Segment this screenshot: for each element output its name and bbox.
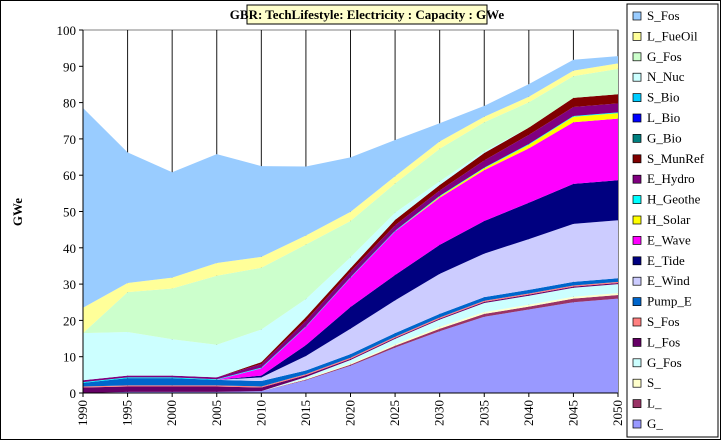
legend-swatch	[632, 195, 642, 204]
y-tick-label: 20	[63, 313, 76, 328]
y-tick-label: 80	[63, 96, 76, 111]
x-tick-label: 2015	[298, 400, 313, 426]
legend-label: G_Fos	[647, 49, 682, 64]
legend-label: H_Solar	[647, 212, 691, 227]
x-tick-label: 2000	[164, 400, 179, 426]
legend-label: E_Wind	[647, 273, 690, 288]
y-tick-label: 100	[57, 23, 77, 38]
legend-label: S_MunRef	[647, 151, 705, 166]
legend-swatch	[632, 236, 642, 245]
x-tick-label: 2025	[387, 400, 402, 426]
legend-swatch	[632, 378, 642, 388]
legend-label: G_Bio	[647, 130, 682, 145]
x-tick-label: 1990	[75, 400, 90, 426]
y-tick-label: 70	[63, 132, 76, 147]
legend-label: E_Wave	[647, 232, 691, 247]
y-tick-label: 0	[70, 386, 77, 401]
legend-swatch	[632, 32, 642, 41]
y-tick-label: 50	[63, 205, 76, 220]
legend-swatch	[632, 215, 642, 225]
legend-label: E_Tide	[647, 253, 685, 268]
legend-label: G_Fos	[647, 355, 682, 370]
y-tick-label: 10	[63, 350, 76, 365]
legend-swatch	[632, 256, 642, 266]
legend-swatch	[632, 113, 642, 123]
x-tick-label: 2050	[610, 400, 625, 426]
legend-swatch	[632, 93, 642, 102]
area	[83, 284, 618, 393]
y-tick-label: 40	[63, 241, 76, 256]
legend-swatch	[632, 317, 642, 327]
legend-label: S_Fos	[647, 8, 680, 23]
legend-label: L_Fos	[647, 334, 680, 349]
y-tick-label: 90	[63, 59, 76, 74]
legend-swatch	[632, 154, 642, 164]
area	[83, 298, 618, 393]
x-tick-label: 2045	[565, 400, 580, 426]
area	[83, 118, 618, 383]
legend-label: H_Geothe	[647, 192, 701, 207]
x-tick-label: 2035	[476, 400, 491, 426]
area	[83, 63, 618, 334]
legend-label: G_	[647, 416, 663, 431]
legend-label: N_Nuc	[647, 69, 685, 84]
legend-label: Pump_E	[647, 294, 692, 309]
legend-swatch	[632, 399, 642, 408]
legend-label: S_Bio	[647, 90, 680, 105]
area	[83, 220, 618, 383]
legend-label: S_Fos	[647, 314, 680, 329]
x-tick-label: 2030	[432, 400, 447, 426]
legend-label: L_	[647, 396, 662, 411]
x-tick-label: 1995	[120, 400, 135, 426]
legend-swatch	[632, 174, 642, 184]
legend-swatch	[632, 419, 642, 429]
legend-swatch	[632, 297, 642, 306]
y-tick-label: 30	[63, 277, 76, 292]
area	[83, 94, 618, 381]
legend-label: L_FueOil	[647, 28, 698, 43]
y-axis-label: GWe	[10, 198, 25, 226]
x-tick-label: 2020	[343, 400, 358, 426]
legend-label: S_	[647, 375, 661, 390]
title-box	[246, 4, 488, 25]
area	[83, 56, 618, 308]
legend-swatch	[632, 11, 642, 21]
x-tick-label: 2040	[521, 400, 536, 426]
legend-swatch	[632, 134, 642, 143]
legend-swatch	[632, 338, 642, 347]
chart-title: GBR: TechLifestyle: Electricity : Capaci…	[230, 7, 505, 22]
legend-label: E_Hydro	[647, 171, 695, 186]
legend-label: L_Bio	[647, 110, 680, 125]
x-tick-label: 2005	[209, 400, 224, 426]
legend-swatch	[632, 358, 642, 368]
x-tick-label: 2010	[253, 400, 268, 426]
legend-swatch	[632, 52, 642, 62]
area	[83, 180, 618, 383]
y-tick-label: 60	[63, 168, 76, 183]
legend-box	[626, 3, 719, 438]
legend-swatch	[632, 276, 642, 286]
legend-swatch	[632, 72, 642, 82]
